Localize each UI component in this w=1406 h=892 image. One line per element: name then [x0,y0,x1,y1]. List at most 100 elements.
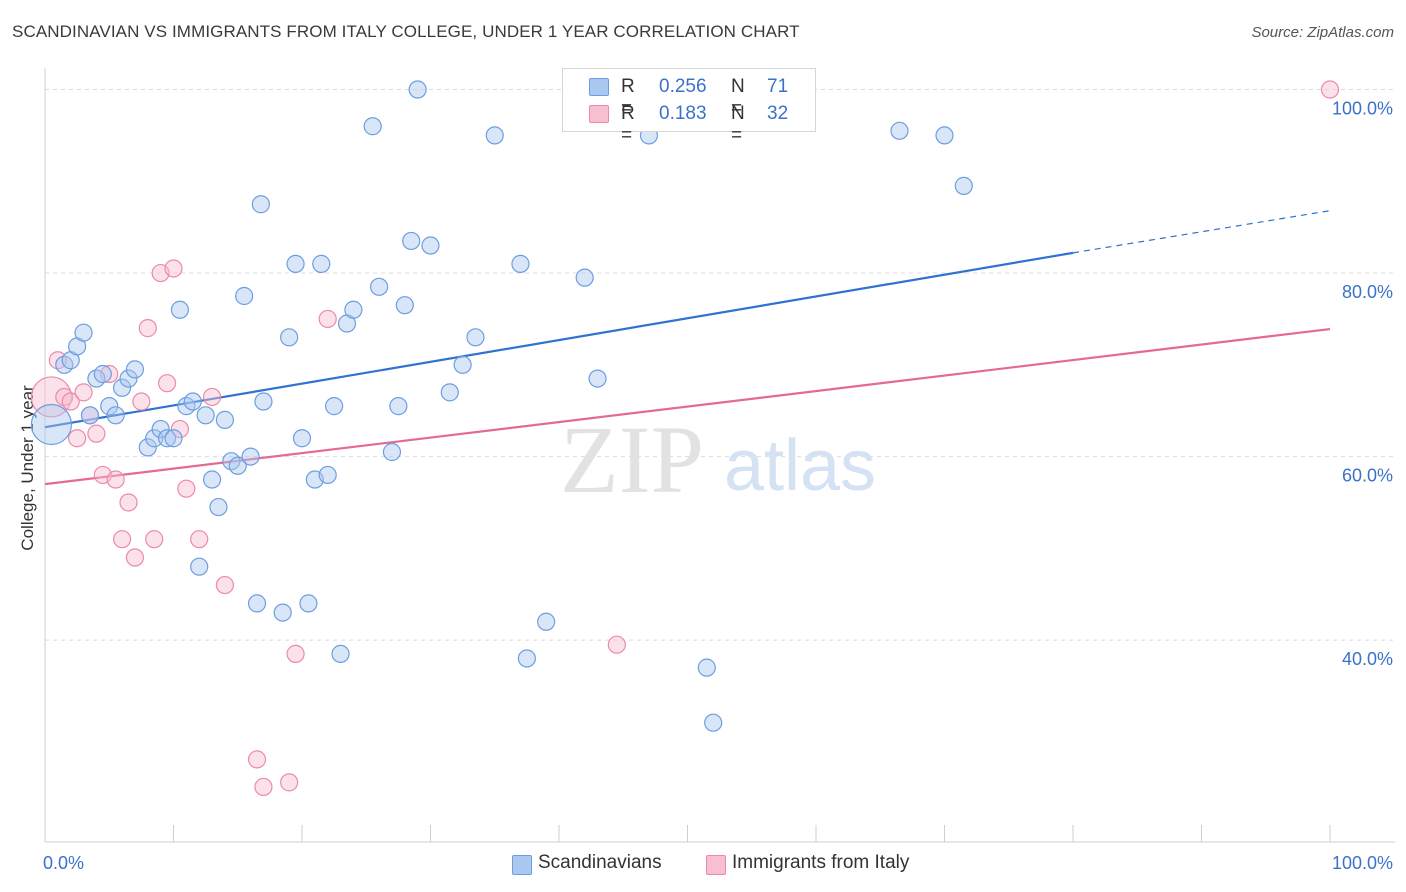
italy-point [215,575,234,595]
scandinavian-point [74,323,93,342]
scandinavian-point [112,378,132,397]
scandinavian-point [318,465,337,485]
scandinavian-point [954,176,973,195]
scandinavian-point [251,195,270,214]
legend-swatch-scandinavians [589,78,609,96]
scandinavian-point [312,254,331,273]
italy-point [106,470,125,489]
scandinavian-point [235,286,254,306]
scandinavian-point [704,713,723,732]
italy-point [157,374,177,393]
watermark-atlas: atlas [724,426,876,506]
legend-n-value: 71 [767,76,789,97]
scandinavian-point [202,470,222,489]
scandinavian-point [93,364,112,384]
italy-point [112,530,132,549]
points-layer [30,80,1340,797]
scandinavian-point [151,419,170,439]
scandinavian-trendline-extension [1072,210,1331,254]
y-tick-label: 60.0% [1342,466,1393,486]
legend: R = 0.256 N = 71 R = 0.183 N = 32 [562,68,816,146]
scandinavian-point [344,300,363,319]
italy-point [607,635,626,654]
scandinavian-point [228,456,247,475]
scandinavian-point [517,649,536,668]
bottom-legend-label-scandinavians: Scandinavians [538,852,662,873]
watermark: ZIP atlas [560,406,876,513]
italy-point [170,419,190,439]
italy-point [177,479,196,498]
scandinavian-point [402,231,421,251]
scandinavian-point [273,603,292,622]
italy-point [202,387,222,407]
italy-point [254,777,273,797]
scandinavian-point [177,397,196,416]
scandinavian-point [215,410,234,429]
scandinavian-point [440,383,459,402]
scandinavian-point [125,360,145,379]
scandinavian-point [164,429,183,448]
scandinavian-point [453,355,472,374]
italy-point [87,424,106,443]
scandinavian-point [190,557,209,576]
scandinavian-point [382,442,402,462]
scandinavian-point [106,406,125,425]
italy-point [68,429,87,448]
scandinavian-point [222,452,241,471]
scandinavian-point [100,397,119,416]
italy-point [61,392,80,411]
italy-point [74,383,93,402]
scandinavian-point [421,236,440,255]
legend-swatch-italy [589,105,609,123]
axis-layer [44,68,1395,843]
scandinavian-point [325,397,344,416]
scandinavian-point [145,429,164,448]
legend-n-label: N = [731,103,745,146]
bottom-legend-label-italy: Immigrants from Italy [732,852,910,873]
scandinavian-point [292,429,312,448]
scandinavian-point [157,429,177,448]
y-tick-label: 100.0% [1332,99,1393,119]
legend-n-value: 32 [767,103,789,124]
italy-point [318,309,337,329]
scandinavian-point [389,397,408,416]
y-tick-label: 80.0% [1342,282,1393,302]
scandinavian-point [30,403,73,446]
italy-point [1320,80,1340,99]
bottom-legend-swatch-scandinavians [512,855,532,875]
legend-r-value: 0.183 [659,103,707,124]
italy-point [55,387,74,407]
scandinavian-point [80,406,100,425]
scandinavian-point [241,447,260,466]
scandinavian-point [575,268,594,287]
scandinavian-point [196,406,215,425]
scandinavian-trendline [44,251,1074,429]
scandinavian-point [935,126,954,145]
scandinavian-point [209,497,228,517]
scandinavian-point [87,369,106,388]
italy-point [286,644,305,663]
scandinavian-point [280,328,299,347]
legend-r-label: R = [621,103,635,146]
scandinavian-point [466,328,485,347]
x-tick-label: 0.0% [43,853,84,873]
italy-point [132,392,151,411]
scandinavian-point [55,355,74,374]
italy-point [164,259,183,278]
scandinavian-point [247,594,267,613]
scandinavian-point [299,594,318,613]
scandinavian-point [485,126,504,145]
italy-point [247,750,267,769]
source-label: Source: ZipAtlas.com [1251,24,1394,41]
bottom-legend-swatch-italy [706,855,726,875]
scandinavian-point [537,612,556,631]
scandinavian-point [286,254,305,273]
italy-point [48,351,67,370]
scandinavian-point [183,392,202,411]
legend-n-label: N = [731,76,745,119]
italy-point [145,530,164,549]
italy-point [280,773,299,792]
label-layer: 40.0% 60.0% 80.0% 100.0% 0.0% 100.0% [43,99,1393,873]
scandinavian-point [890,121,909,140]
